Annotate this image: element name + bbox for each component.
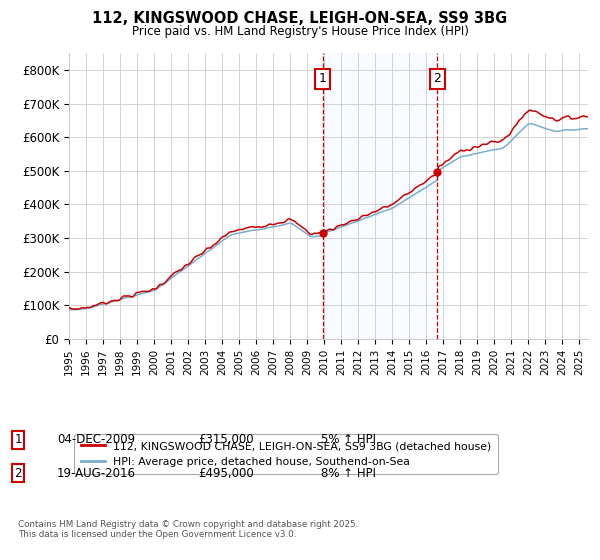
Text: Price paid vs. HM Land Registry's House Price Index (HPI): Price paid vs. HM Land Registry's House … [131,25,469,38]
Text: 5% ↑ HPI: 5% ↑ HPI [321,433,376,446]
Text: 8% ↑ HPI: 8% ↑ HPI [321,466,376,480]
Bar [323,53,437,339]
Text: 1: 1 [319,72,327,86]
Text: 19-AUG-2016: 19-AUG-2016 [57,466,136,480]
Text: 112, KINGSWOOD CHASE, LEIGH-ON-SEA, SS9 3BG: 112, KINGSWOOD CHASE, LEIGH-ON-SEA, SS9 … [92,11,508,26]
Text: £315,000: £315,000 [198,433,254,446]
Text: 04-DEC-2009: 04-DEC-2009 [57,433,135,446]
Text: £495,000: £495,000 [198,466,254,480]
Legend: 112, KINGSWOOD CHASE, LEIGH-ON-SEA, SS9 3BG (detached house), HPI: Average price: 112, KINGSWOOD CHASE, LEIGH-ON-SEA, SS9 … [74,434,498,474]
Text: 1: 1 [14,433,22,446]
Text: Contains HM Land Registry data © Crown copyright and database right 2025.
This d: Contains HM Land Registry data © Crown c… [18,520,358,539]
Text: 2: 2 [14,466,22,480]
Text: 2: 2 [433,72,441,86]
